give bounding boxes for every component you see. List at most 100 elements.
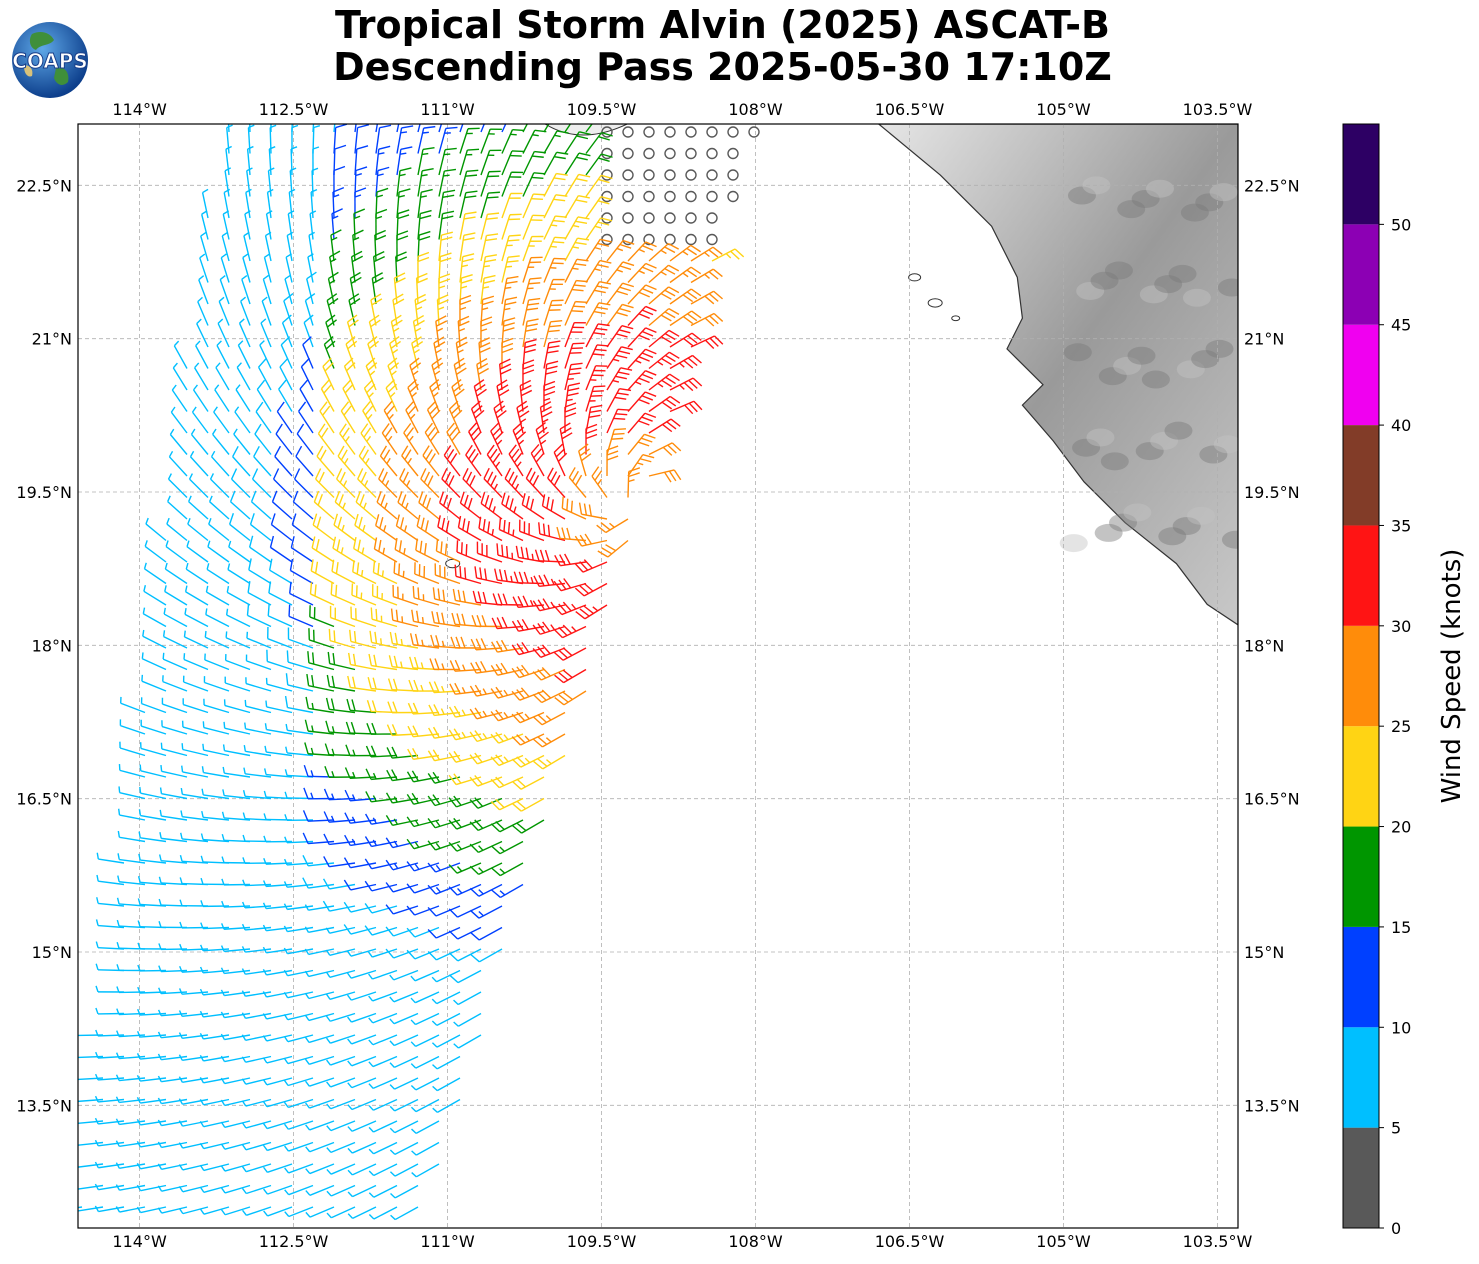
wind-barb — [309, 605, 335, 628]
wind-barb — [622, 126, 634, 138]
wind-barb — [459, 127, 480, 154]
wind-barb — [435, 539, 461, 563]
wind-barb — [299, 379, 314, 412]
wind-barb — [117, 853, 146, 864]
wind-barb — [160, 742, 188, 757]
wind-barb — [490, 732, 524, 744]
wind-barb — [508, 444, 524, 477]
wind-barb — [324, 743, 356, 757]
wind-barb — [325, 991, 356, 1000]
wind-barb — [393, 561, 419, 585]
wind-barb — [245, 654, 272, 671]
wind-barb — [139, 742, 167, 757]
wind-barb — [543, 340, 561, 369]
colorbar-bin — [1343, 124, 1379, 225]
wind-barb — [312, 513, 335, 542]
wind-barb — [204, 653, 230, 671]
wind-barb — [448, 969, 482, 984]
wind-barb — [349, 271, 362, 305]
wind-barb — [365, 357, 378, 391]
wind-barb — [304, 1034, 335, 1044]
wind-barb — [370, 607, 398, 628]
wind-barb — [533, 733, 566, 748]
wind-barb — [139, 786, 167, 800]
wind-barb — [578, 502, 608, 520]
wind-barb — [220, 1077, 251, 1085]
wind-barb — [290, 536, 314, 563]
wind-barb — [284, 1206, 314, 1218]
wind-barb — [295, 445, 314, 477]
colorbar-bin — [1343, 324, 1379, 426]
wind-barb — [418, 491, 440, 520]
wind-barb — [480, 128, 502, 154]
wind-barb — [606, 303, 634, 326]
wind-barb — [242, 834, 272, 843]
wind-barb — [406, 905, 440, 916]
wind-barb — [181, 765, 209, 778]
terrain-shade — [1123, 503, 1152, 522]
wind-barb — [254, 423, 272, 455]
wind-barb — [455, 336, 468, 369]
wind-barb — [438, 147, 457, 176]
wind-barb — [283, 947, 314, 955]
wind-barb — [241, 1163, 272, 1173]
wind-barb — [622, 190, 634, 203]
wind-barb — [501, 213, 522, 240]
wind-barb — [207, 1227, 208, 1228]
wind-barb — [543, 320, 563, 348]
wind-barb — [162, 630, 188, 649]
lon-tick-top: 114°W — [112, 100, 167, 119]
wind-barb — [342, 379, 356, 412]
wind-barb — [627, 305, 657, 326]
wind-barb — [664, 147, 676, 160]
wind-barb — [222, 210, 230, 240]
wind-barb — [234, 406, 251, 434]
wind-barb — [339, 423, 356, 455]
wind-barb — [690, 246, 723, 262]
wind-barb — [136, 1053, 167, 1060]
wind-barb — [443, 445, 461, 477]
wind-barb — [115, 1184, 146, 1191]
colorbar-tick: 25 — [1391, 717, 1411, 736]
wind-barb — [575, 604, 608, 620]
wind-barb — [411, 336, 424, 369]
wind-barb — [504, 467, 524, 498]
wind-barb — [78, 1077, 104, 1081]
wind-barb — [585, 124, 593, 133]
wind-barb — [553, 578, 587, 592]
wind-barb — [157, 1053, 188, 1061]
map-frame — [77, 123, 1239, 1229]
wind-barb — [501, 150, 524, 176]
colorbar-bin — [1343, 625, 1379, 727]
wind-barb — [372, 250, 385, 283]
wind-barb — [347, 1163, 377, 1176]
wind-barb — [118, 786, 146, 800]
wind-barb — [501, 492, 524, 520]
wind-barb — [246, 145, 254, 176]
wind-barb — [331, 559, 356, 585]
wind-barb — [216, 340, 230, 369]
wind-barb — [556, 526, 587, 542]
wind-barb — [363, 379, 377, 412]
wind-barb — [494, 568, 524, 585]
colorbar: 0 5 10 15 20 25 30 35 40 45 50 — [1342, 123, 1411, 1238]
wind-barb — [367, 677, 398, 692]
wind-barb — [396, 209, 410, 240]
wind-barb — [305, 1098, 335, 1109]
wind-barb — [597, 539, 629, 558]
lon-tick-bottom: 105°W — [1036, 1232, 1091, 1251]
wind-barb — [585, 259, 612, 283]
wind-barb — [454, 564, 482, 585]
wind-barb — [115, 1096, 146, 1104]
wind-barb — [376, 491, 398, 520]
wind-barb — [432, 587, 461, 606]
wind-barb — [408, 679, 440, 692]
wind-barb — [383, 401, 398, 434]
wind-barb — [157, 1119, 188, 1127]
wind-barb — [213, 406, 230, 434]
wind-barb — [178, 1184, 209, 1193]
wind-barb — [403, 422, 419, 455]
wind-barb — [643, 126, 655, 138]
wind-barb — [326, 293, 339, 326]
wind-barb — [452, 588, 482, 606]
